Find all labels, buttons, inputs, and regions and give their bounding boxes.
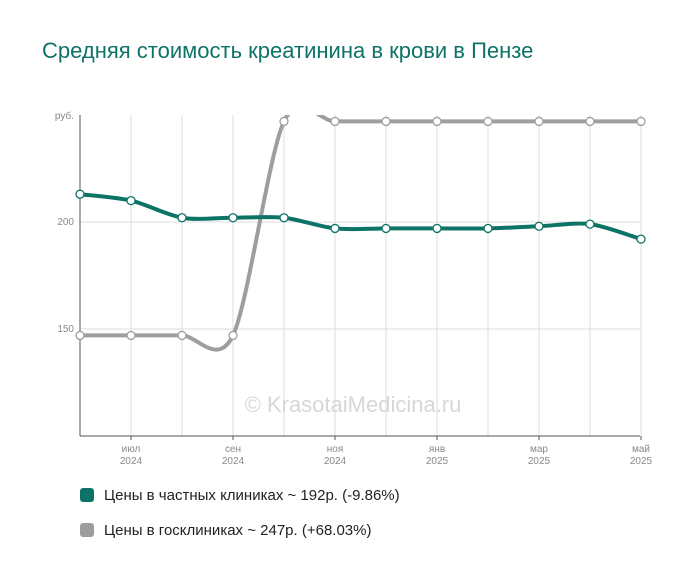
x-tick-label-month: сен bbox=[225, 444, 241, 455]
x-tick-label-month: янв bbox=[429, 444, 445, 455]
x-tick-label-year: 2024 bbox=[120, 456, 143, 467]
legend-label-private: Цены в частных клиниках ~ 192р. (-9.86%) bbox=[104, 486, 400, 504]
x-tick-label-month: мар bbox=[530, 444, 548, 455]
x-tick-label-month: ноя bbox=[327, 444, 344, 455]
points bbox=[75, 116, 646, 341]
point-private[interactable] bbox=[228, 213, 238, 223]
series-line-private bbox=[80, 192, 642, 242]
y-tick-label: 200 bbox=[57, 217, 74, 228]
legend: Цены в частных клиниках ~ 192р. (-9.86%)… bbox=[80, 485, 400, 555]
series bbox=[80, 115, 642, 352]
point-public[interactable] bbox=[585, 116, 595, 127]
point-private[interactable] bbox=[75, 189, 85, 199]
point-public[interactable] bbox=[75, 330, 85, 341]
x-tick-label-year: 2025 bbox=[528, 456, 551, 467]
point-private[interactable] bbox=[279, 213, 289, 223]
point-private[interactable] bbox=[177, 213, 187, 223]
point-private[interactable] bbox=[381, 223, 391, 234]
line-chart: 150200руб.июл2024сен2024ноя2024янв2025ма… bbox=[55, 110, 653, 467]
point-public[interactable] bbox=[126, 330, 136, 341]
point-public[interactable] bbox=[483, 116, 493, 127]
point-private[interactable] bbox=[483, 223, 493, 234]
axes: 150200руб.июл2024сен2024ноя2024янв2025ма… bbox=[55, 110, 653, 467]
x-tick-label-month: июл bbox=[122, 444, 141, 455]
x-tick-label-year: 2025 bbox=[630, 456, 653, 467]
legend-label-public: Цены в госклиниках ~ 247р. (+68.03%) bbox=[104, 521, 372, 539]
point-private[interactable] bbox=[432, 223, 442, 234]
x-tick-label-year: 2024 bbox=[222, 456, 245, 467]
point-public[interactable] bbox=[228, 330, 238, 341]
point-public[interactable] bbox=[330, 116, 340, 127]
point-public[interactable] bbox=[177, 330, 187, 341]
point-private[interactable] bbox=[585, 219, 595, 229]
grid bbox=[80, 115, 642, 436]
point-private[interactable] bbox=[534, 221, 544, 231]
legend-item-public[interactable]: Цены в госклиниках ~ 247р. (+68.03%) bbox=[80, 520, 400, 540]
legend-item-private[interactable]: Цены в частных клиниках ~ 192р. (-9.86%) bbox=[80, 485, 400, 505]
x-tick-label-year: 2025 bbox=[426, 456, 449, 467]
point-public[interactable] bbox=[381, 116, 391, 127]
point-public[interactable] bbox=[279, 116, 289, 127]
legend-swatch-public bbox=[80, 523, 94, 537]
point-public[interactable] bbox=[636, 116, 646, 127]
point-private[interactable] bbox=[636, 234, 646, 244]
x-tick-label-year: 2024 bbox=[324, 456, 347, 467]
y-axis-label: руб. bbox=[55, 110, 74, 122]
watermark: © KrasotaiMedicina.ru bbox=[245, 392, 462, 417]
point-private[interactable] bbox=[126, 195, 136, 206]
point-private[interactable] bbox=[330, 223, 340, 234]
legend-swatch-private bbox=[80, 488, 94, 502]
chart-title: Средняя стоимость креатинина в крови в П… bbox=[42, 38, 534, 63]
x-tick-label-month: май bbox=[632, 444, 650, 455]
point-public[interactable] bbox=[432, 116, 442, 127]
y-tick-label: 150 bbox=[57, 324, 74, 335]
point-public[interactable] bbox=[534, 116, 544, 127]
